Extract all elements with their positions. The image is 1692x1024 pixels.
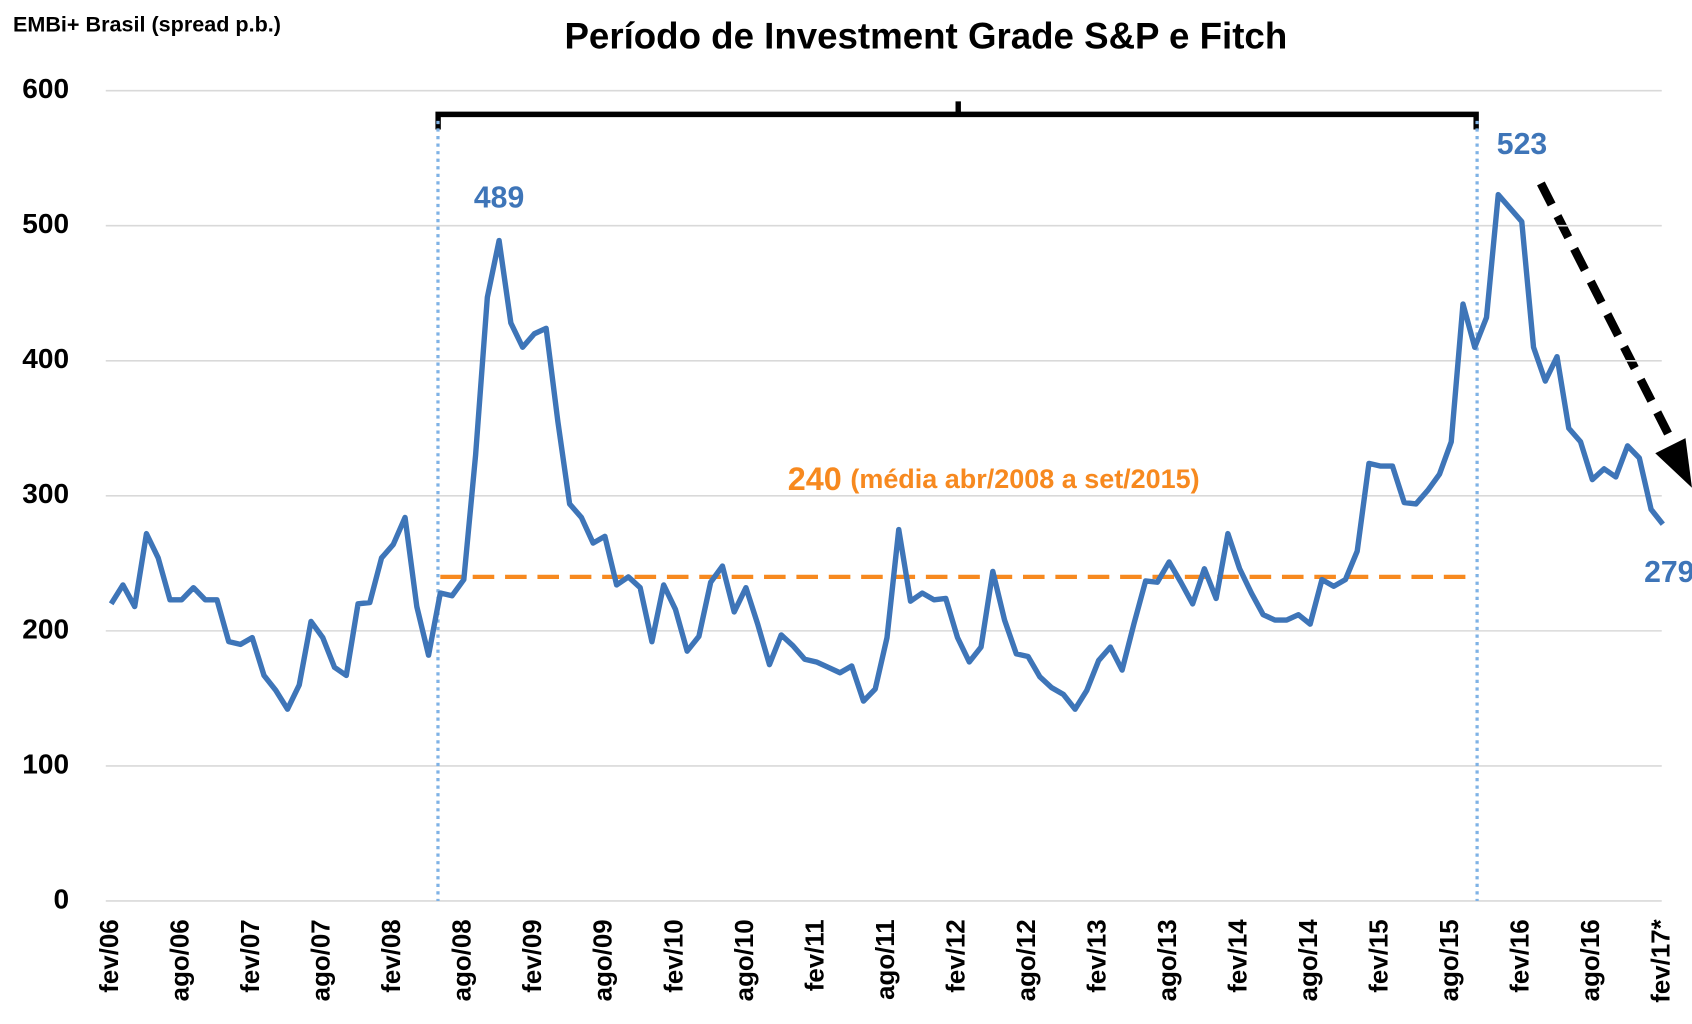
y-tick-label: 500	[22, 208, 69, 239]
trend-arrow-head	[1655, 438, 1692, 488]
x-tick-label: fev/15	[1366, 919, 1394, 992]
x-tick-label: ago/16	[1577, 919, 1605, 1001]
x-tick-label: ago/08	[449, 919, 477, 1001]
trend-arrow	[1537, 181, 1677, 445]
average-note: (média abr/2008 a set/2015)	[850, 464, 1199, 494]
y-tick-label: 200	[22, 613, 69, 644]
x-tick-label: ago/09	[590, 919, 618, 1001]
x-tick-label: fev/11	[801, 919, 829, 991]
y-tick-label: 300	[22, 478, 69, 509]
y-tick-label: 100	[22, 748, 69, 779]
y-tick-label: 0	[53, 883, 69, 914]
data-label: 279	[1644, 556, 1692, 589]
x-tick-label: ago/10	[731, 919, 759, 1001]
series-line	[108, 191, 1665, 712]
y-tick-label: 600	[22, 73, 69, 104]
average-label: 240 (média abr/2008 a set/2015)	[788, 461, 1200, 497]
x-tick-label: fev/16	[1507, 919, 1535, 992]
x-tick-label: ago/14	[1295, 919, 1323, 1002]
x-tick-label: fev/09	[519, 919, 547, 992]
x-tick-label: fev/13	[1083, 919, 1111, 992]
x-tick-label: fev/17*	[1648, 918, 1676, 1002]
x-tick-label: ago/07	[308, 919, 336, 1001]
x-tick-label: ago/12	[1013, 919, 1041, 1001]
average-value: 240	[788, 461, 842, 497]
x-tick-label: ago/11	[872, 919, 900, 1000]
x-tick-label: fev/12	[942, 919, 970, 992]
x-tick-label: fev/07	[237, 919, 265, 992]
x-tick-label: fev/10	[660, 919, 688, 992]
x-tick-label: ago/06	[167, 919, 195, 1001]
data-label: 523	[1497, 128, 1547, 161]
period-bracket	[435, 101, 1479, 130]
y-tick-label: 400	[22, 343, 69, 374]
x-tick-label: fev/14	[1224, 919, 1252, 993]
x-tick-label: ago/13	[1154, 919, 1182, 1001]
x-tick-label: ago/15	[1436, 919, 1464, 1001]
x-tick-label: fev/06	[96, 919, 124, 992]
y-axis-label: EMBi+ Brasil (spread p.b.)	[13, 12, 281, 37]
data-label: 489	[474, 182, 524, 215]
x-tick-label: fev/08	[378, 919, 406, 992]
chart-title: Período de Investment Grade S&P e Fitch	[564, 16, 1287, 57]
